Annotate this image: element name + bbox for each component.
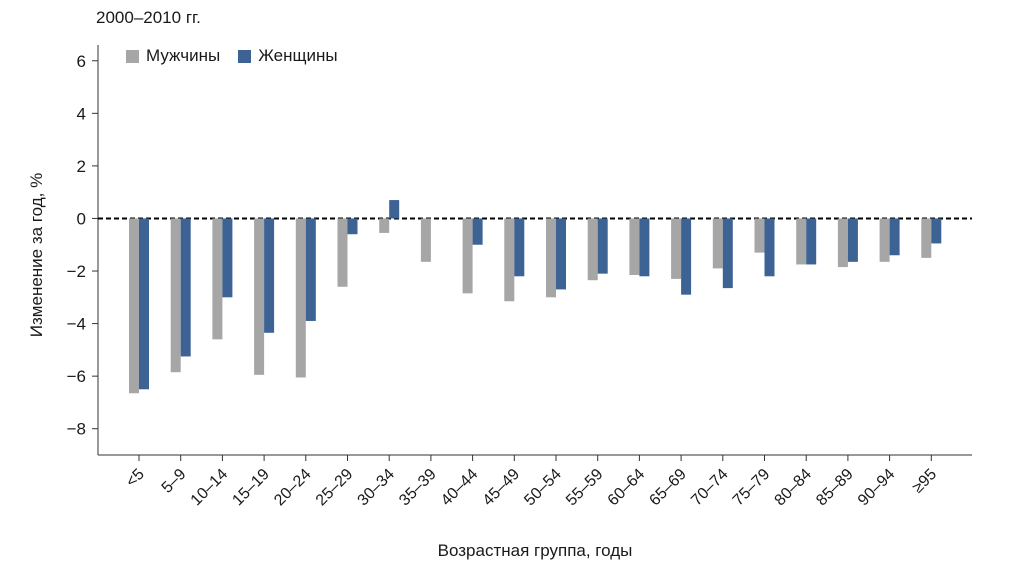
- bar-men: [462, 218, 473, 294]
- x-tick-label: 35–39: [396, 466, 440, 510]
- bar-men: [879, 218, 890, 262]
- bar-men: [796, 218, 807, 265]
- bar-women: [847, 218, 858, 262]
- legend-label-men: Мужчины: [146, 46, 221, 65]
- legend: Мужчины Женщины: [126, 46, 356, 66]
- bar-men: [921, 218, 932, 258]
- bar-women: [806, 218, 817, 265]
- bar-women: [764, 218, 775, 277]
- bar-women: [222, 218, 233, 298]
- x-tick-label: 50–54: [521, 466, 565, 510]
- chart-title: 2000–2010 гг.: [96, 8, 201, 27]
- x-tick-label: 80–84: [772, 466, 816, 510]
- y-axis-title: Изменение за год, %: [27, 173, 46, 337]
- bar-men: [212, 218, 223, 340]
- bar-women: [889, 218, 900, 256]
- x-tick-label: 40–44: [438, 466, 482, 510]
- x-tick-label: 60–64: [605, 466, 649, 510]
- bar-men: [337, 218, 348, 287]
- bar-men: [170, 218, 181, 373]
- x-tick-label: 20–24: [271, 466, 315, 510]
- bar-men: [837, 218, 848, 268]
- x-tick-label: 70–74: [688, 466, 732, 510]
- bar-women: [514, 218, 525, 277]
- bar-men: [671, 218, 682, 279]
- bar-women: [264, 218, 275, 333]
- bar-women: [681, 218, 692, 295]
- bar-men: [254, 218, 265, 375]
- bar-women: [139, 218, 149, 390]
- x-tick-label: ≥95: [909, 466, 940, 497]
- x-axis-title: Возрастная группа, годы: [438, 541, 633, 560]
- x-tick-label: 55–59: [563, 466, 607, 510]
- y-tick-label: −6: [67, 367, 86, 386]
- legend-label-women: Женщины: [258, 46, 338, 65]
- bar-women: [556, 218, 566, 290]
- legend-swatch-men: [126, 49, 139, 63]
- axes: [92, 45, 972, 461]
- bar-women: [347, 218, 358, 235]
- bar-men: [754, 218, 765, 253]
- bar-men: [587, 218, 598, 281]
- x-tick-label: 30–34: [355, 466, 399, 510]
- labels: −8 −6 −4 −2 0 2 4 6 Изменение за год, % Возрастна…: [27, 52, 940, 560]
- bar-men: [379, 218, 390, 233]
- y-tick-label: 4: [77, 104, 86, 123]
- bar-men: [712, 218, 723, 269]
- y-tick-label: 2: [77, 157, 86, 176]
- x-tick-label: 10–14: [188, 466, 232, 510]
- bar-women: [180, 218, 191, 357]
- bar-men: [546, 218, 556, 298]
- x-tick-label: 90–94: [855, 466, 899, 510]
- y-tick-label: −2: [67, 262, 86, 281]
- bar-women: [389, 200, 400, 219]
- x-tick-label: <5: [123, 466, 148, 491]
- bar-men: [295, 218, 306, 378]
- bar-men: [629, 218, 640, 275]
- bar-women: [639, 218, 650, 277]
- y-tick-label: 0: [77, 209, 86, 228]
- bars: [129, 200, 942, 394]
- bar-women: [722, 218, 733, 289]
- bar-women: [472, 218, 483, 245]
- x-tick-label: 45–49: [480, 466, 524, 510]
- y-tick-label: 6: [77, 52, 86, 71]
- bar-men: [129, 218, 139, 394]
- bar-men: [420, 218, 431, 262]
- x-tick-label: 85–89: [813, 466, 857, 510]
- x-tick-label: 5–9: [159, 466, 190, 497]
- x-tick-label: 15–19: [229, 466, 273, 510]
- y-tick-label: −4: [67, 315, 86, 334]
- y-tick-label: −8: [67, 420, 86, 439]
- bar-women: [597, 218, 608, 274]
- x-tick-label: 65–69: [646, 466, 690, 510]
- bar-women: [931, 218, 942, 244]
- bar-women: [305, 218, 316, 321]
- bar-men: [504, 218, 515, 302]
- legend-item-women: Женщины: [238, 46, 338, 66]
- x-tick-label: 75–79: [730, 466, 774, 510]
- legend-swatch-women: [238, 49, 252, 63]
- x-tick-label: 25–29: [313, 466, 357, 510]
- legend-item-men: Мужчины: [126, 46, 220, 66]
